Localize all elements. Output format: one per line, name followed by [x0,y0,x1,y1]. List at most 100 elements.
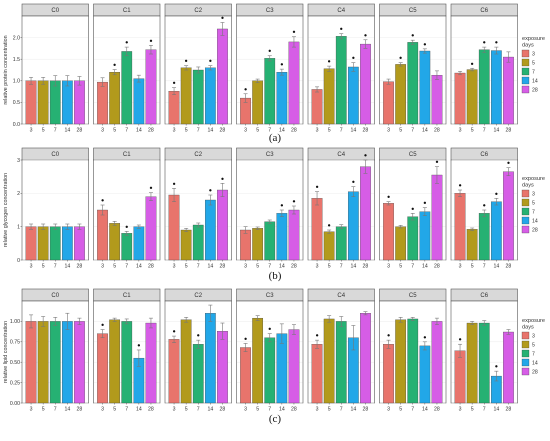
bar [121,321,133,404]
x-tick-label: 7 [54,407,57,413]
bar [360,313,371,404]
x-tick-label: 3 [316,407,319,413]
facet-c3: C3 3 5 7 • 14 • 28 [236,147,304,270]
y-tick-label: 0.00 [10,401,20,407]
bar [288,41,300,125]
facet-c1: C1 • 3 5 • 7 14 • 28 [93,147,161,270]
bar [431,75,443,125]
facet-label: C3 [266,8,274,14]
bar [395,226,407,261]
bar [288,329,300,404]
bar [217,189,228,261]
significance-marker: • [315,183,320,192]
x-tick-label: 14 [350,264,356,270]
y-axis-title: relative protein concentration [3,35,9,104]
legend-swatch [521,340,530,349]
bar [25,321,37,404]
significance-marker: • [149,184,154,193]
facet-label: C2 [194,293,202,299]
facet-label: C2 [194,152,202,158]
bar [97,81,108,125]
bar [264,221,276,261]
bar [204,313,216,404]
x-tick-label: 3 [244,407,247,413]
bar [311,344,323,404]
bar [109,223,121,261]
facet-c3: C3 • 3 5 • 7 • 14 • 28 [236,3,304,134]
significance-marker: • [196,332,201,341]
x-tick-label: 14 [422,128,428,134]
bar [335,36,347,125]
bar [25,226,37,261]
bar [466,322,478,404]
legend-swatch [521,49,530,58]
bar [109,319,121,404]
facet-c2: C2 • 3 5 7 • 14 • 28 [164,147,232,270]
bar [168,194,180,261]
chart-caption: (b) [269,270,282,282]
legend-swatch [521,367,530,376]
x-tick-label: 5 [256,407,259,413]
x-tick-label: 3 [387,407,390,413]
facet-c5: C5 • 3 5 • 7 • 14 • 28 [379,147,447,270]
legend-swatch [521,216,530,225]
bar [252,317,264,404]
significance-marker: • [458,336,463,345]
legend-label: 28 [532,87,538,93]
facet-label: C1 [123,152,131,158]
legend-title: days [522,325,534,331]
x-tick-label: 28 [291,407,297,413]
bar [478,322,490,404]
legend-swatch [521,225,530,234]
x-tick-label: 14 [350,128,356,134]
x-tick-label: 28 [506,128,512,134]
bar [49,226,61,261]
facet-label: C3 [266,152,274,158]
legend-label: 7 [532,69,535,75]
significance-marker: • [351,178,356,187]
x-tick-label: 5 [399,407,402,413]
facet-label: C1 [123,8,131,14]
bar [25,80,37,125]
bar [383,203,394,261]
legend-swatch [521,189,530,198]
bar [37,226,49,261]
x-tick-label: 7 [125,407,128,413]
x-tick-label: 3 [173,264,176,270]
bar [109,72,121,125]
facet-label: C6 [480,8,488,14]
bar [74,321,85,404]
significance-marker: • [208,187,213,196]
x-tick-label: 28 [363,264,369,270]
x-tick-label: 7 [54,128,57,134]
significance-marker: • [386,193,391,202]
bar [466,229,478,261]
x-tick-label: 14 [207,407,213,413]
facet-label: C1 [123,293,131,299]
facet-c0: C0 3 5 7 14 28 [21,147,89,270]
bar [419,50,431,125]
x-tick-label: 14 [493,128,499,134]
bar [204,199,216,261]
significance-marker: • [243,335,248,344]
x-tick-label: 7 [411,128,414,134]
significance-marker: • [100,197,105,206]
bar [311,89,323,125]
bar [323,318,335,404]
bar [360,166,371,261]
x-tick-label: 3 [316,264,319,270]
facet-c0: C0 3 5 7 14 28 [21,3,89,134]
x-tick-label: 5 [185,407,188,413]
significance-marker: • [410,32,415,41]
x-tick-label: 7 [268,264,271,270]
facet-label: C5 [409,8,417,14]
x-tick-label: 14 [136,407,142,413]
bar [323,231,335,261]
bar [383,344,394,404]
significance-marker: • [363,31,368,40]
bar [431,321,443,404]
bar [49,321,61,404]
x-tick-label: 28 [220,407,226,413]
bar [288,209,300,261]
